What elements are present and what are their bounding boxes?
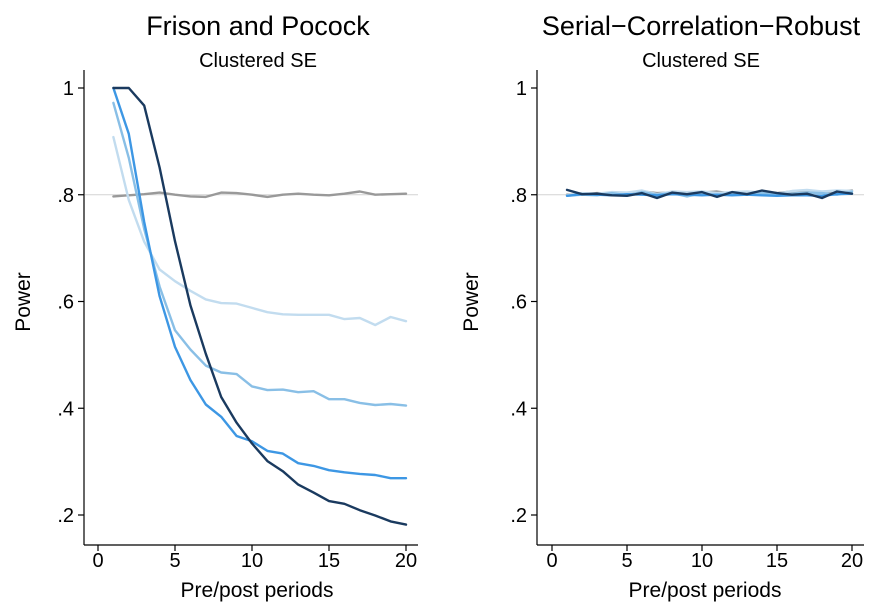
x-tick-label: 0 [546,550,557,572]
x-tick-label: 15 [318,550,340,572]
chart-subtitle: Clustered SE [199,50,317,72]
y-tick-label: 1 [63,78,74,100]
chart-subtitle: Clustered SE [642,50,760,72]
x-tick-label: 10 [241,550,263,572]
chart-title: Serial−Correlation−Robust [542,11,861,41]
x-tick-label: 20 [841,550,863,572]
series-line-2 [112,135,408,327]
y-tick-label: .4 [510,398,527,420]
x-tick-label: 0 [92,550,103,572]
y-axis-label: Power [12,272,35,332]
y-tick-label: .6 [57,292,74,314]
series-line-4 [112,86,408,480]
right-chart-panel: Serial−Correlation−Robust Clustered SE .2.… [460,11,864,602]
series-line-1 [112,190,408,199]
y-tick-label: .4 [57,398,74,420]
x-tick-label: 15 [766,550,788,572]
y-tick-label: .6 [510,292,527,314]
series-line-5 [112,86,408,526]
y-tick-label: .8 [510,185,527,207]
series-line-2 [565,188,854,197]
y-tick-label: .2 [510,505,527,527]
y-tick-label: .8 [57,185,74,207]
x-tick-label: 10 [691,550,713,572]
x-tick-label: 5 [169,550,180,572]
x-tick-label: 20 [395,550,417,572]
chart-title: Frison and Pocock [146,11,370,41]
y-tick-label: .2 [57,505,74,527]
y-axis-label: Power [460,272,483,332]
x-axis-label: Pre/post periods [629,579,782,602]
series-line-3 [112,101,408,407]
y-tick-label: 1 [516,78,527,100]
x-tick-label: 5 [621,550,632,572]
series-line-5 [565,188,854,200]
x-axis-label: Pre/post periods [181,579,334,602]
